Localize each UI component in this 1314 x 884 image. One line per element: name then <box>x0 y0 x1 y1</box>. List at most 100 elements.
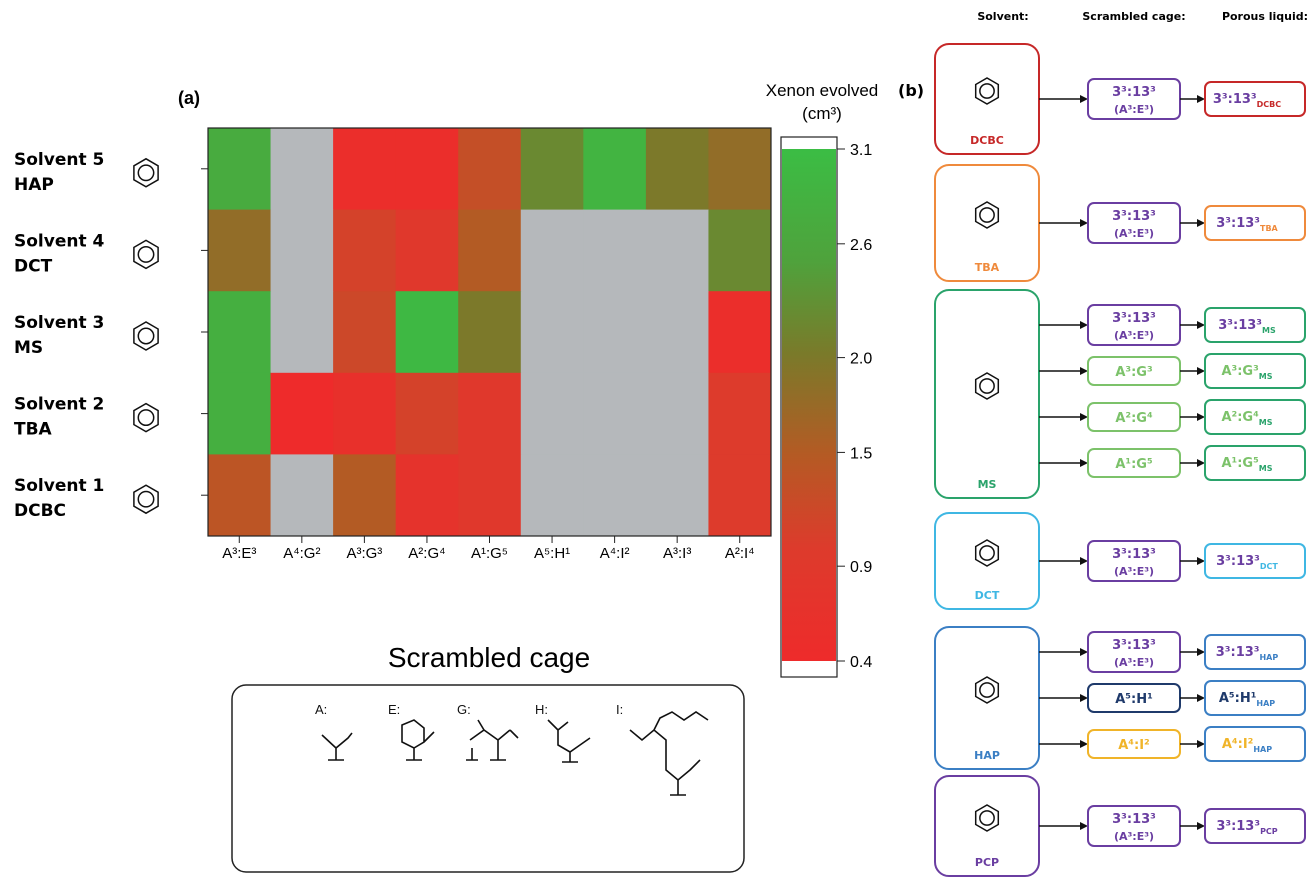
arrow-head-icon <box>1080 557 1088 565</box>
porous-liquid-subscript: MS <box>1262 326 1276 335</box>
heatmap-cell <box>458 372 522 455</box>
heatmap-cell <box>270 291 334 374</box>
heatmap-cell <box>583 372 647 455</box>
molecule-dct-icon <box>974 539 1000 567</box>
heatmap-cell <box>645 209 709 292</box>
heatmap-cell <box>395 209 459 292</box>
porous-liquid-box <box>1204 399 1306 435</box>
heatmap-cell <box>583 128 647 211</box>
arrow-head-icon <box>1197 321 1205 329</box>
x-tick-label: A²:I⁴ <box>725 545 755 562</box>
panel-a-label: (a) <box>178 88 200 108</box>
heatmap-cell <box>520 128 584 211</box>
solvent-name: DCT <box>975 589 1000 602</box>
porous-liquid-subscript: MS <box>1259 418 1273 427</box>
row-label-abbr: TBA <box>14 420 53 440</box>
porous-liquid-box <box>1204 726 1306 762</box>
header-solvent: Solvent: <box>977 10 1028 23</box>
heatmap-cell <box>270 128 334 211</box>
heatmap-cell <box>395 372 459 455</box>
structure-legend-box <box>231 684 745 873</box>
heatmap-cell <box>645 291 709 374</box>
heatmap-cell <box>708 454 772 537</box>
colorbar-gradient <box>782 149 836 661</box>
arrow-head-icon <box>1080 367 1088 375</box>
heatmap-cell <box>333 291 397 374</box>
porous-liquid-box <box>1204 634 1306 670</box>
x-axis-title: Scrambled cage <box>388 642 590 673</box>
row-label-abbr: MS <box>14 338 43 358</box>
cage-sublabel: (A³:E³) <box>1114 830 1154 843</box>
arrow-head-icon <box>1080 740 1088 748</box>
solvent-name: MS <box>978 478 997 491</box>
molecule-ms-icon <box>133 321 159 351</box>
porous-liquid-subscript: MS <box>1259 372 1273 381</box>
x-tick-label: A³:G³ <box>346 545 382 562</box>
arrow-head-icon <box>1080 321 1088 329</box>
panel-b-flow: DCBC 3³:13³ (A³:E³) 3³:13³ DCBC TBA 3³:13³ (A³:… <box>934 43 1306 877</box>
porous-liquid-subscript: TBA <box>1260 224 1279 233</box>
molecule-tba-icon <box>133 402 159 433</box>
cage-label: A⁴:I² <box>1118 738 1149 753</box>
linker-h-icon <box>547 719 591 763</box>
heatmap-cell <box>708 128 772 211</box>
x-tick-label: A³:E³ <box>222 545 256 562</box>
heatmap-cell <box>458 128 522 211</box>
solvent-box <box>934 626 1040 770</box>
porous-liquid-subscript: HAP <box>1259 653 1278 662</box>
heatmap-cell <box>270 372 334 455</box>
heatmap-cell <box>583 291 647 374</box>
porous-liquid-box <box>1204 543 1306 579</box>
molecule-ms-icon <box>974 372 1000 400</box>
cage-label: A³:G³ <box>1115 365 1152 380</box>
heatmap-cell <box>395 128 459 211</box>
colorbar-tick-label: 0.4 <box>850 654 872 671</box>
row-label-name: Solvent 3 <box>14 313 104 333</box>
row-label-name: Solvent 1 <box>14 476 104 496</box>
colorbar-unit: (cm³) <box>802 104 842 123</box>
heatmap-cell <box>645 454 709 537</box>
arrow-head-icon <box>1080 95 1088 103</box>
porous-liquid-subscript: PCP <box>1260 827 1278 836</box>
molecule-tba-icon <box>974 201 1000 229</box>
heatmap-cell <box>708 372 772 455</box>
heatmap-cell <box>458 291 522 374</box>
linker-e-icon <box>401 719 435 761</box>
colorbar-tick-label: 3.1 <box>850 142 872 159</box>
legend-label-e: E: <box>388 702 400 717</box>
porous-liquid-label: 3³:13³MS <box>1218 318 1276 335</box>
arrow-head-icon <box>1197 459 1205 467</box>
legend-label-i: I: <box>616 702 623 717</box>
colorbar-title: Xenon evolved <box>766 81 878 100</box>
heatmap-cell <box>270 454 334 537</box>
arrow-head-icon <box>1197 648 1205 656</box>
x-tick-label: A⁵:H¹ <box>534 545 570 562</box>
cage-sublabel: (A³:E³) <box>1114 656 1154 669</box>
heatmap-cell <box>520 209 584 292</box>
row-label-abbr: HAP <box>14 175 54 195</box>
arrow-head-icon <box>1197 413 1205 421</box>
heatmap-cell <box>208 454 272 537</box>
row-label-name: Solvent 4 <box>14 231 105 251</box>
arrow-head-icon <box>1197 557 1205 565</box>
heatmap-cell <box>458 454 522 537</box>
molecule-hap-icon <box>974 676 1000 704</box>
cage-label: A¹:G⁵ <box>1115 457 1152 472</box>
cage-label: 3³:13³ <box>1112 547 1156 562</box>
arrow-head-icon <box>1080 822 1088 830</box>
arrow-head-icon <box>1080 459 1088 467</box>
heatmap-cell <box>520 291 584 374</box>
porous-liquid-box <box>1204 445 1306 481</box>
legend-label-a: A: <box>315 702 327 717</box>
heatmap-cell <box>395 291 459 374</box>
porous-liquid-box <box>1204 808 1306 844</box>
cage-sublabel: (A³:E³) <box>1114 329 1154 342</box>
cage-label: 3³:13³ <box>1112 812 1156 827</box>
x-tick-label: A²:G⁴ <box>408 545 445 562</box>
x-tick-label: A⁴:I² <box>600 545 630 562</box>
header-scrambled-cage: Scrambled cage: <box>1082 10 1185 23</box>
heatmap-cell <box>458 209 522 292</box>
